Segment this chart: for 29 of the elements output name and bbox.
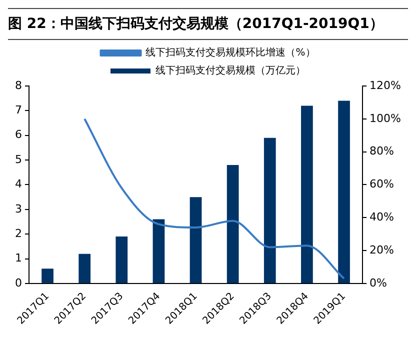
bar xyxy=(78,254,91,283)
chart-title: 图 22：中国线下扫码支付交易规模（2017Q1-2019Q1） xyxy=(8,8,408,40)
bar xyxy=(152,219,165,283)
y2-tick-label: 120% xyxy=(370,78,402,92)
y2-tick-label: 80% xyxy=(370,144,394,158)
bar xyxy=(190,197,202,283)
y2-tick-label: 100% xyxy=(370,112,402,125)
y-tick-label: 2 xyxy=(15,226,22,240)
legend-label: 线下扫码支付交易规模（万亿元） xyxy=(156,64,306,77)
bar xyxy=(42,268,54,283)
y-tick-label: 8 xyxy=(15,78,22,92)
bar xyxy=(301,106,313,283)
y-tick-label: 3 xyxy=(15,202,22,216)
y2-tick-label: 20% xyxy=(370,243,394,256)
line-series xyxy=(84,118,346,280)
bar xyxy=(264,138,276,283)
y-tick-label: 4 xyxy=(15,178,22,191)
y-tick-label: 6 xyxy=(15,128,22,142)
legend-label: 线下扫码支付交易规模环比增速（%） xyxy=(146,46,316,59)
y-tick-label: 7 xyxy=(15,104,22,117)
y2-tick-label: 0% xyxy=(370,276,388,290)
y-tick-label: 1 xyxy=(15,252,22,265)
bar xyxy=(116,236,128,283)
y-tick-label: 0 xyxy=(15,276,22,290)
y2-tick-label: 40% xyxy=(370,210,394,224)
y2-tick-label: 60% xyxy=(370,178,394,191)
bar xyxy=(226,164,239,283)
bar xyxy=(338,100,350,283)
y-tick-label: 5 xyxy=(15,152,22,166)
